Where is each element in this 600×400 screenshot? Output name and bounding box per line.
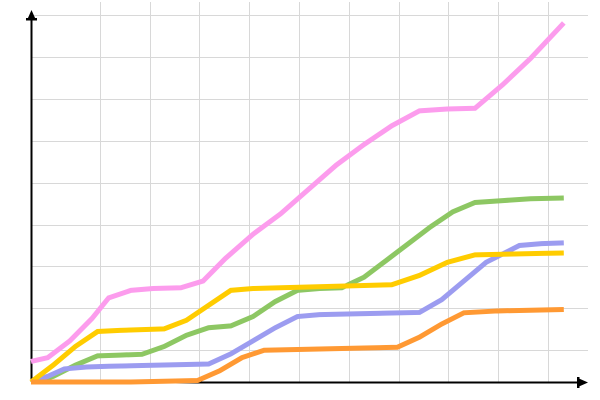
- grid-lines: [31, 2, 588, 382]
- series-line-orange-series: [31, 306, 564, 385]
- y-axis-top-tick: [26, 18, 37, 21]
- series-line-periwinkle-series: [30, 240, 564, 385]
- y-axis-arrow-icon: [27, 10, 36, 19]
- x-axis-end-tick: [577, 377, 580, 388]
- series-line-green-series: [30, 195, 564, 385]
- data-series-group: [29, 21, 566, 385]
- x-axis-arrow-icon: [579, 378, 588, 387]
- series-line-yellow-series: [29, 250, 564, 384]
- series-line-pink-series: [30, 21, 566, 364]
